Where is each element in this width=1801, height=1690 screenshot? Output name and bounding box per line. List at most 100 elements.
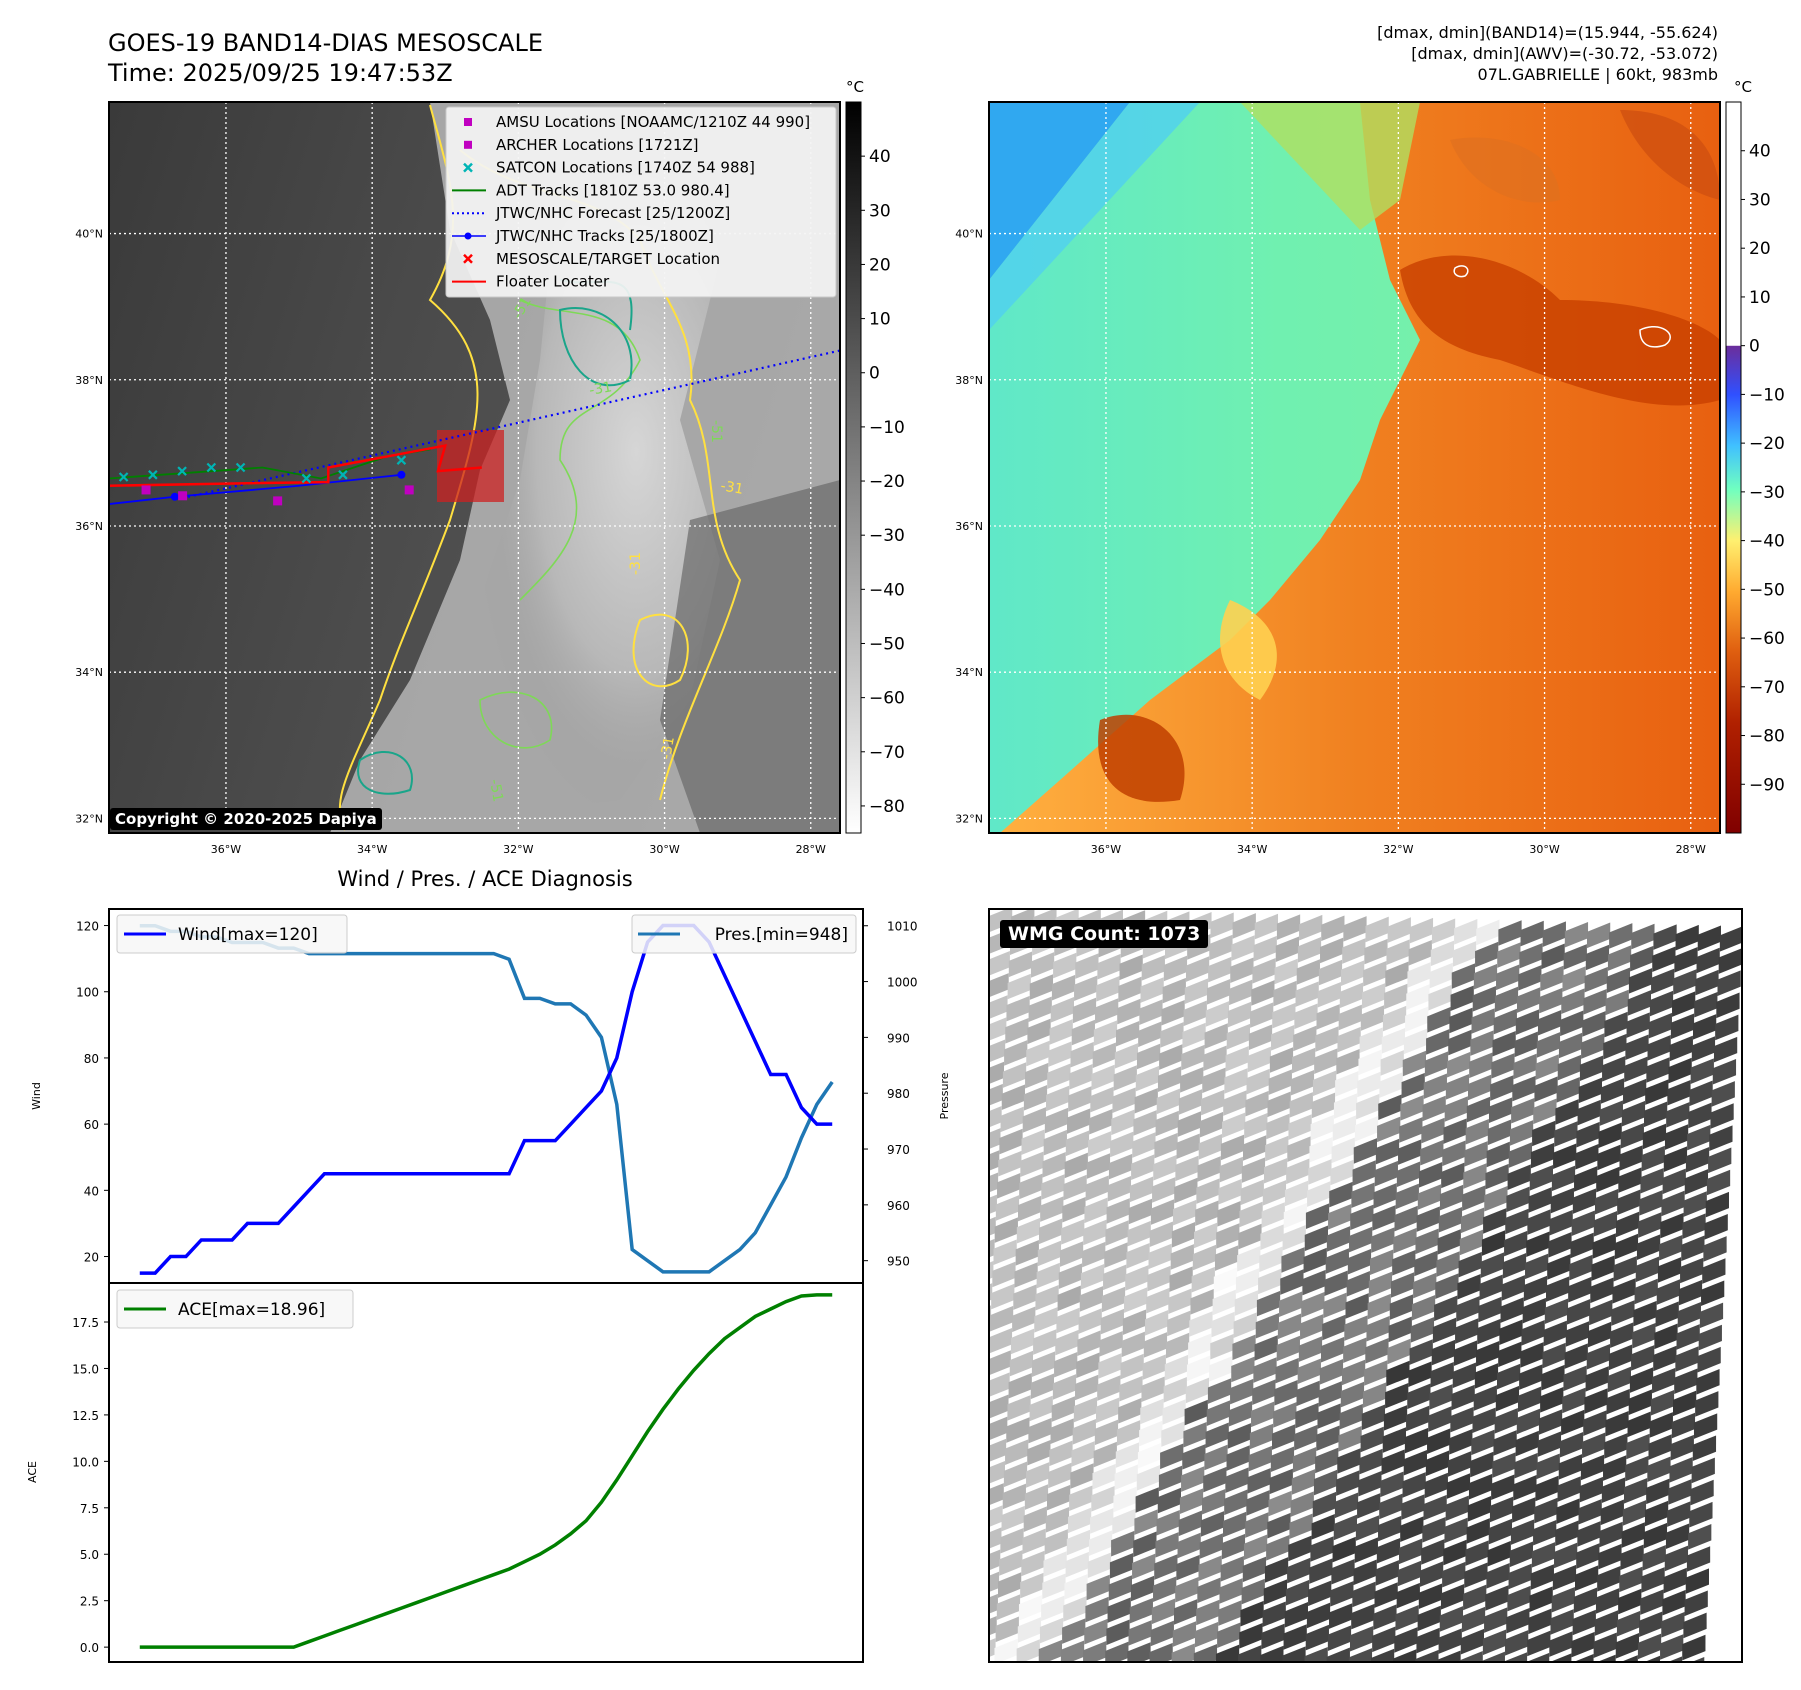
ir-lat-label: 34°N (75, 666, 103, 679)
wmg-cell (1645, 1079, 1669, 1105)
wmg-cell (1532, 1120, 1556, 1147)
ir-colorbar-tick-label: 10 (869, 310, 891, 330)
satcon-marker (206, 462, 217, 473)
wmg-cell (1083, 1641, 1107, 1662)
wmg-cell (1611, 1300, 1635, 1326)
wmg-cell (1550, 1609, 1574, 1635)
wmg-cell (1646, 1057, 1670, 1083)
wmg-cell (1111, 1109, 1135, 1136)
wmg-cell (1583, 1410, 1607, 1436)
wmg-cell (1477, 1318, 1501, 1345)
wmg-cell (1543, 1320, 1567, 1347)
wmg-cell (1626, 1433, 1650, 1460)
wmg-cell (1265, 1135, 1289, 1162)
wmg-cell (1066, 1529, 1091, 1556)
wmg-cell (1467, 1496, 1492, 1522)
wmg-cell (1253, 1357, 1277, 1383)
wmg-cell (1579, 1055, 1604, 1082)
wmg-cell (1116, 1420, 1141, 1446)
pressure-ytick-label: 1000 (887, 976, 918, 990)
wmg-cell (1059, 1241, 1084, 1267)
wmg-cell (1668, 1057, 1692, 1084)
wmg-cell (1139, 999, 1163, 1025)
wmg-cell (1068, 1086, 1092, 1112)
ace-ytick-label: 5.0 (80, 1548, 99, 1562)
wmg-cell (1022, 1107, 1046, 1133)
wmg-cell (1351, 1603, 1375, 1630)
wmg-cell (1622, 1500, 1647, 1526)
wmg-cell (1268, 1069, 1292, 1095)
wmg-cell (1248, 1445, 1272, 1472)
wmg-cell (1309, 1136, 1333, 1163)
wmg-cell (1661, 1612, 1685, 1638)
wmg-cell (1091, 1486, 1115, 1512)
wmg-cell (989, 1238, 995, 1258)
wmg-cell (1415, 1649, 1439, 1662)
wmg-cell (1394, 1205, 1418, 1232)
wmg-cell (1318, 959, 1343, 986)
wmg-cell (1036, 1262, 1060, 1289)
legend-item-label: JTWC/NHC Tracks [25/1800Z] (495, 227, 714, 245)
wmg-cell (1625, 1455, 1649, 1482)
wmg-cell (1339, 982, 1364, 1009)
wmg-cell (1572, 1609, 1596, 1636)
wmg-cell (1317, 981, 1341, 1008)
wmg-cell (1537, 1431, 1562, 1457)
wmg-cell (1150, 1199, 1175, 1225)
wmg-cell (1583, 988, 1607, 1015)
wmg-cell (1660, 1634, 1684, 1660)
wmg-cell (1075, 953, 1099, 979)
wmg-cell (1046, 1085, 1070, 1112)
wmg-cell (1164, 1354, 1189, 1381)
wmg-cell (1696, 947, 1720, 974)
wmg-cell (1688, 1524, 1712, 1550)
wmg-cell (1086, 1574, 1110, 1601)
wmg-cell (1454, 919, 1478, 945)
wmg-cell (1393, 1649, 1417, 1662)
wmg-cell (1316, 1004, 1340, 1030)
wmg-cell (1381, 1027, 1406, 1054)
wmg-cell (1564, 1343, 1588, 1369)
wmg-cell (1406, 1405, 1430, 1432)
wv-colorbar-tick-label: −50 (1749, 580, 1785, 600)
wmg-cell (1312, 1491, 1337, 1518)
wmg-cell (1333, 1093, 1358, 1119)
wmg-cell (1620, 1544, 1644, 1571)
wmg-cell (1680, 1257, 1704, 1284)
wmg-cell (1020, 1151, 1044, 1178)
wmg-cell (1336, 1048, 1360, 1075)
wmg-cell (1000, 1106, 1024, 1133)
wmg-cell (1386, 1360, 1410, 1387)
wmg-cell (1153, 1576, 1177, 1602)
wmg-cell (1530, 1142, 1555, 1169)
wmg-cell (1071, 1019, 1095, 1046)
wmg-cell (1536, 1453, 1560, 1480)
wmg-cell (1487, 1119, 1512, 1146)
wmg-cell (1599, 1521, 1623, 1548)
wmg-cell (1330, 1581, 1354, 1607)
wmg-cell (1033, 1329, 1057, 1355)
wmg-cell (1275, 1357, 1299, 1384)
wmg-cell (1340, 1381, 1365, 1408)
wmg-cell (1606, 1388, 1630, 1415)
wmg-cell (1188, 1333, 1212, 1359)
wmg-cell (1392, 1250, 1416, 1276)
wmg-cell (1698, 1324, 1722, 1351)
wmg-cell (1697, 1346, 1721, 1373)
wmg-cell (1512, 1497, 1536, 1523)
wmg-cell (1107, 1597, 1131, 1623)
wmg-cell (1453, 1340, 1478, 1366)
wmg-cell (1138, 1021, 1162, 1048)
wmg-cell (1325, 1248, 1349, 1274)
wmg-cell (1206, 1400, 1230, 1426)
wmg-cell (1461, 1606, 1486, 1633)
wmg-cell (1501, 1275, 1525, 1301)
wmg-cell (1672, 991, 1696, 1017)
wmg-cell (1220, 1134, 1245, 1161)
wmg-cell (1647, 1035, 1671, 1061)
wmg-cell (1160, 1022, 1184, 1048)
wmg-cell (1689, 1501, 1713, 1528)
wmg-cell (1259, 1246, 1283, 1273)
wmg-cell (1270, 1446, 1295, 1473)
wmg-cell (1224, 1068, 1248, 1094)
